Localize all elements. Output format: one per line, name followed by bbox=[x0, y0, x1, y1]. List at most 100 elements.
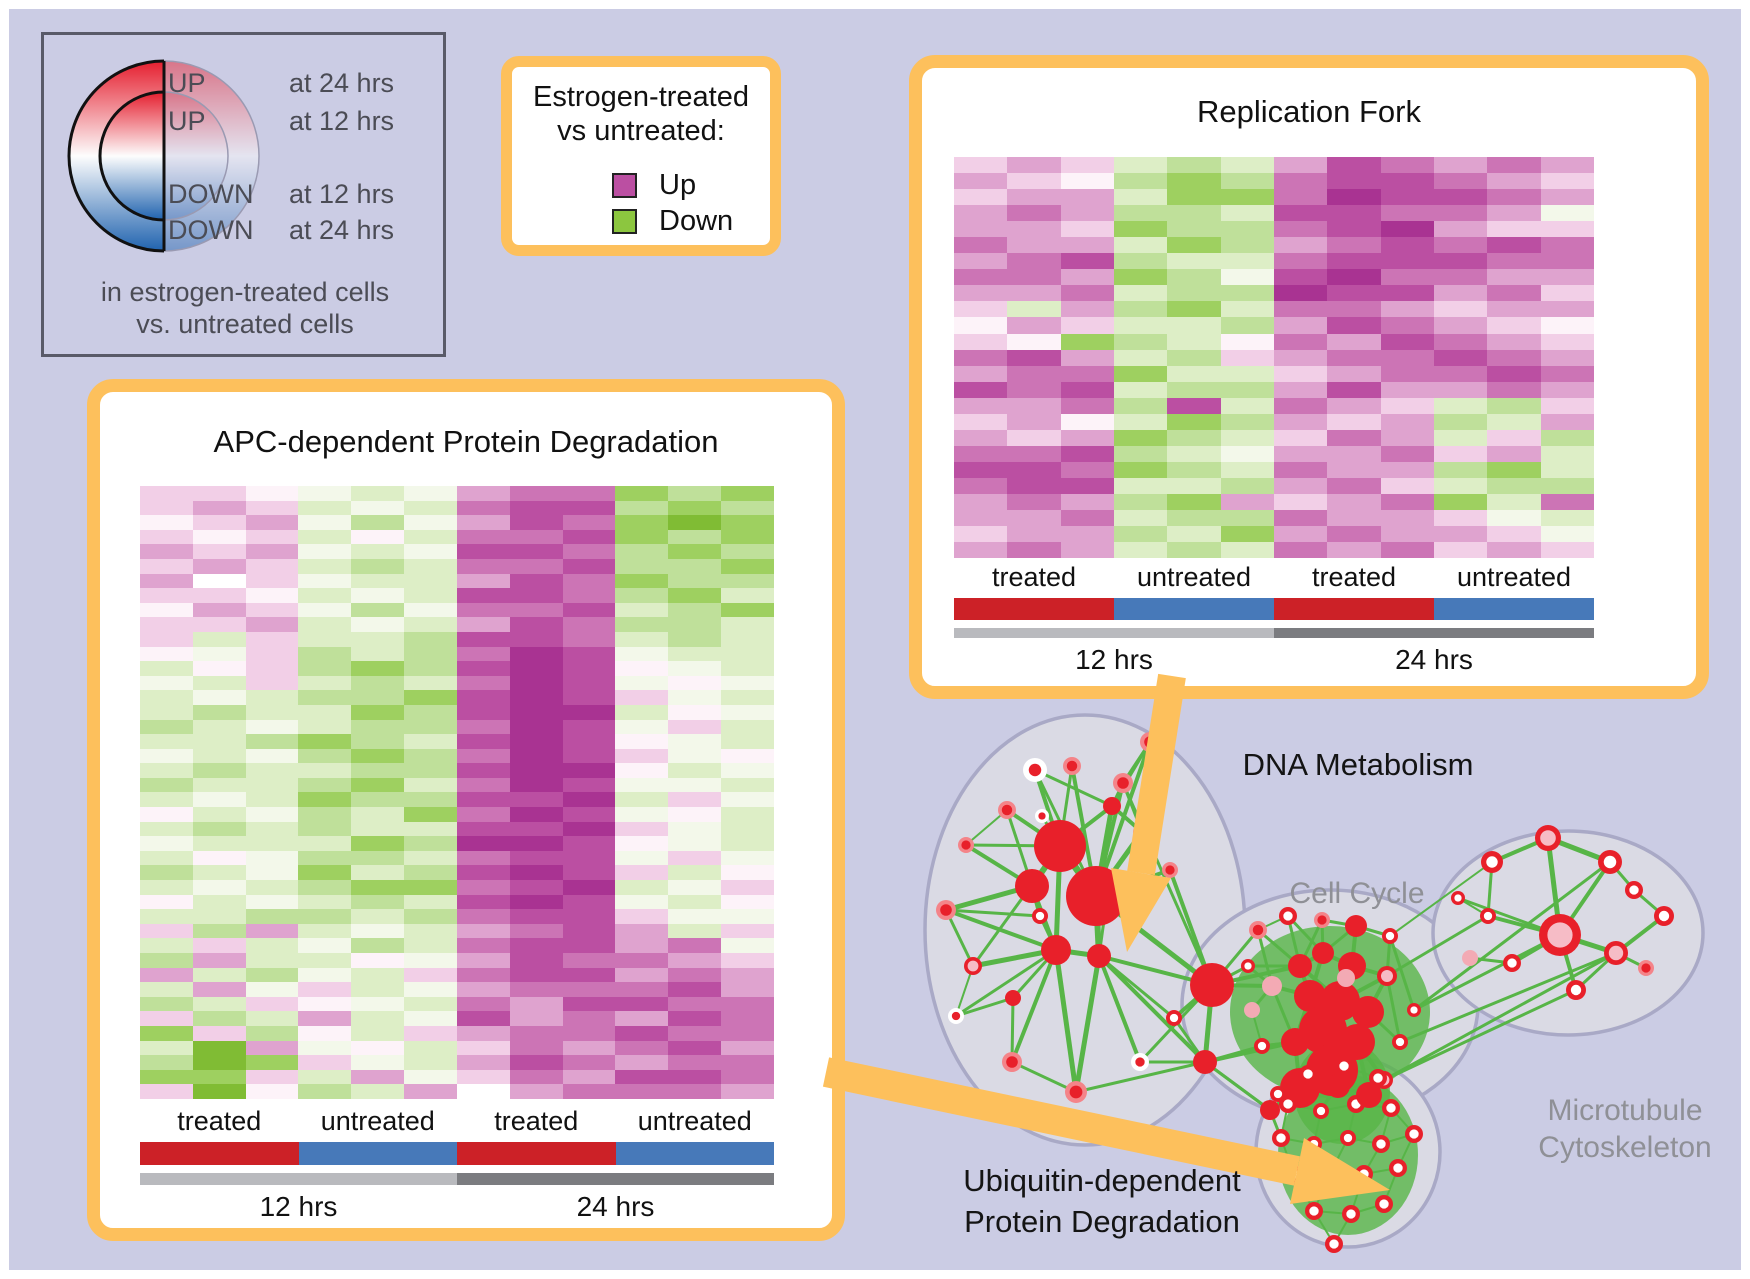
heatmap-cell bbox=[1007, 189, 1061, 206]
heatmap-cell bbox=[298, 894, 352, 910]
heatmap-cell bbox=[351, 1084, 405, 1099]
heatmap-cell bbox=[1113, 157, 1168, 174]
heatmap-cell bbox=[954, 461, 1008, 478]
heatmap-cell bbox=[192, 500, 246, 516]
rf-24hrs-label: 24 hrs bbox=[1395, 644, 1473, 675]
heatmap-cell bbox=[245, 923, 299, 939]
heatmap-cell bbox=[721, 923, 774, 939]
heatmap-cell bbox=[192, 923, 246, 939]
heatmap-cell bbox=[245, 602, 299, 618]
heatmap-cell bbox=[721, 967, 774, 983]
heatmap-cell bbox=[404, 880, 457, 895]
apc-24hrs-bar bbox=[457, 1173, 774, 1185]
legend-up-12-time: at 12 hrs bbox=[289, 106, 394, 136]
heatmap-cell bbox=[245, 880, 299, 895]
heatmap-cell bbox=[1220, 526, 1274, 543]
heatmap-cell bbox=[404, 1025, 457, 1041]
heatmap-cell bbox=[456, 821, 510, 837]
heatmap-cell bbox=[1327, 301, 1381, 318]
heatmap-cell bbox=[615, 996, 669, 1012]
rf-treated-bar-12 bbox=[954, 598, 1114, 620]
heatmap-cell bbox=[1113, 285, 1168, 302]
heatmap-cell bbox=[1540, 397, 1594, 414]
heatmap-cell bbox=[1113, 542, 1168, 559]
heatmap-cell bbox=[351, 1025, 405, 1041]
heatmap-cell bbox=[404, 763, 457, 778]
heatmap-cell bbox=[1433, 461, 1488, 478]
heatmap-cell bbox=[192, 1025, 246, 1041]
heatmap-cell bbox=[298, 588, 352, 603]
heatmap-cell bbox=[351, 558, 405, 574]
heatmap-cell bbox=[562, 602, 616, 618]
heatmap-cell bbox=[404, 558, 457, 574]
heatmap-cell bbox=[668, 486, 722, 501]
heatmap-cell bbox=[721, 500, 774, 516]
heatmap-cell bbox=[1487, 381, 1541, 398]
apc-group-label-treated-24: treated bbox=[494, 1106, 579, 1136]
heatmap-cell bbox=[404, 675, 457, 691]
heatmap-cell bbox=[1060, 413, 1114, 430]
heatmap-cell bbox=[192, 529, 246, 545]
heatmap-cell bbox=[509, 617, 563, 632]
heatmap-cell bbox=[298, 953, 352, 968]
heatmap-cell bbox=[404, 529, 457, 545]
heatmap-cell bbox=[351, 602, 405, 618]
heatmap-cell bbox=[1167, 301, 1221, 318]
heatmap-cell bbox=[1113, 365, 1168, 382]
heatmap-cell bbox=[192, 953, 246, 968]
heatmap-cell bbox=[1007, 493, 1061, 511]
heatmap-cell bbox=[954, 301, 1008, 318]
heatmap-cell bbox=[1327, 221, 1381, 238]
heatmap-cell bbox=[192, 1011, 246, 1026]
heatmap-cell bbox=[1433, 173, 1488, 190]
heatmap-cell bbox=[192, 646, 246, 662]
heatmap-cell bbox=[1007, 157, 1061, 174]
heatmap-cell bbox=[1380, 526, 1434, 543]
heatmap-cell bbox=[192, 486, 246, 501]
heatmap-cell bbox=[1060, 381, 1114, 398]
heatmap-cell bbox=[562, 909, 616, 924]
heatmap-cell bbox=[509, 704, 563, 720]
heatmap-cell bbox=[1007, 381, 1061, 398]
heatmap-cell bbox=[298, 573, 352, 589]
heatmap-cell bbox=[140, 704, 193, 720]
heatmap-cell bbox=[954, 317, 1008, 334]
heatmap-cell bbox=[509, 982, 563, 997]
heatmap-cell bbox=[404, 544, 457, 559]
heatmap-cell bbox=[615, 661, 669, 676]
heatmap-cell bbox=[1433, 365, 1488, 382]
heatmap-cell bbox=[509, 690, 563, 705]
heatmap-cell bbox=[298, 529, 352, 545]
heatmap-cell bbox=[509, 529, 563, 545]
heatmap-cell bbox=[615, 807, 669, 822]
heatmap-cell bbox=[456, 529, 510, 545]
heatmap-cell bbox=[245, 763, 299, 778]
heatmap-cell bbox=[456, 1025, 510, 1041]
heatmap-cell bbox=[509, 1040, 563, 1056]
apc-treated-bar-12 bbox=[140, 1142, 299, 1165]
heatmap-cell bbox=[615, 486, 669, 501]
heatmap-cell bbox=[1327, 173, 1381, 190]
heatmap-cell bbox=[615, 690, 669, 705]
heatmap-cell bbox=[1167, 221, 1221, 238]
heatmap-cell bbox=[615, 982, 669, 997]
heatmap-cell bbox=[1060, 445, 1114, 462]
heatmap-cell bbox=[1220, 205, 1274, 222]
heatmap-cell bbox=[456, 1011, 510, 1026]
heatmap-cell bbox=[456, 865, 510, 881]
heatmap-cell bbox=[404, 982, 457, 997]
apc-group-label-untreated-24: untreated bbox=[637, 1106, 752, 1136]
heatmap-cell bbox=[192, 719, 246, 735]
heatmap-cell bbox=[721, 894, 774, 910]
heatmap-cell bbox=[140, 880, 193, 895]
heatmap-cell bbox=[1113, 413, 1168, 430]
heatmap-cell bbox=[668, 1011, 722, 1026]
heatmap-cell bbox=[668, 996, 722, 1012]
heatmap-cell bbox=[351, 661, 405, 676]
heatmap-cell bbox=[456, 558, 510, 574]
heatmap-cell bbox=[140, 996, 193, 1012]
heatmap-cell bbox=[298, 486, 352, 501]
heatmap-cell bbox=[245, 544, 299, 559]
heatmap-cell bbox=[404, 719, 457, 735]
rf-group-label-treated-24: treated bbox=[1311, 562, 1397, 592]
